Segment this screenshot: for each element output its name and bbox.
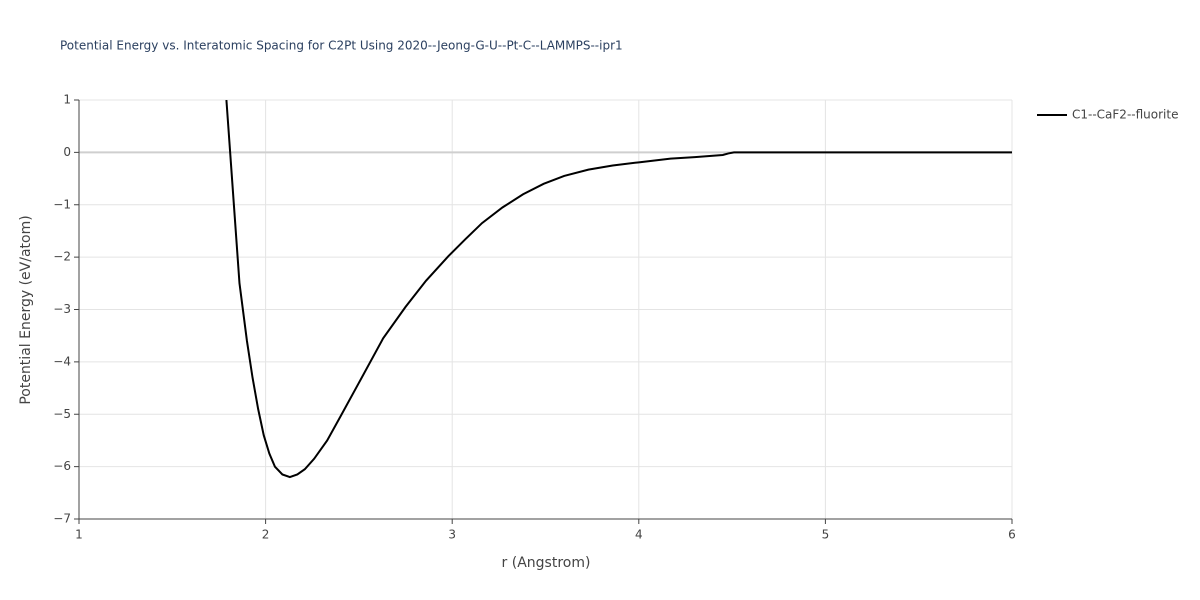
- y-axis-title: Potential Energy (eV/atom): [18, 215, 34, 404]
- x-tick-label: 3: [448, 528, 456, 542]
- x-axis-title: r (Angstrom): [502, 555, 591, 571]
- data-line: [225, 100, 1012, 479]
- y-tick-label: −2: [53, 250, 71, 264]
- chart-title: Potential Energy vs. Interatomic Spacing…: [60, 39, 623, 53]
- y-tick-label: −3: [53, 302, 71, 316]
- grid: [78, 99, 1013, 520]
- x-tick-label: 1: [75, 528, 83, 542]
- x-tick-label: 6: [1008, 528, 1016, 542]
- y-tick-label: 0: [63, 145, 71, 159]
- y-tick-label: −5: [53, 407, 71, 421]
- y-tick-label: −4: [53, 354, 71, 368]
- x-tick-label: 4: [635, 528, 643, 542]
- y-tick-label: −6: [53, 459, 71, 473]
- y-tick-label: −7: [53, 512, 71, 526]
- y-tick-label: 1: [63, 93, 71, 107]
- x-tick-label: 2: [262, 528, 270, 542]
- x-tick-label: 5: [822, 528, 830, 542]
- y-tick-label: −1: [53, 197, 71, 211]
- legend-label: C1--CaF2--fluorite: [1072, 108, 1178, 122]
- plot-area: [225, 100, 1012, 479]
